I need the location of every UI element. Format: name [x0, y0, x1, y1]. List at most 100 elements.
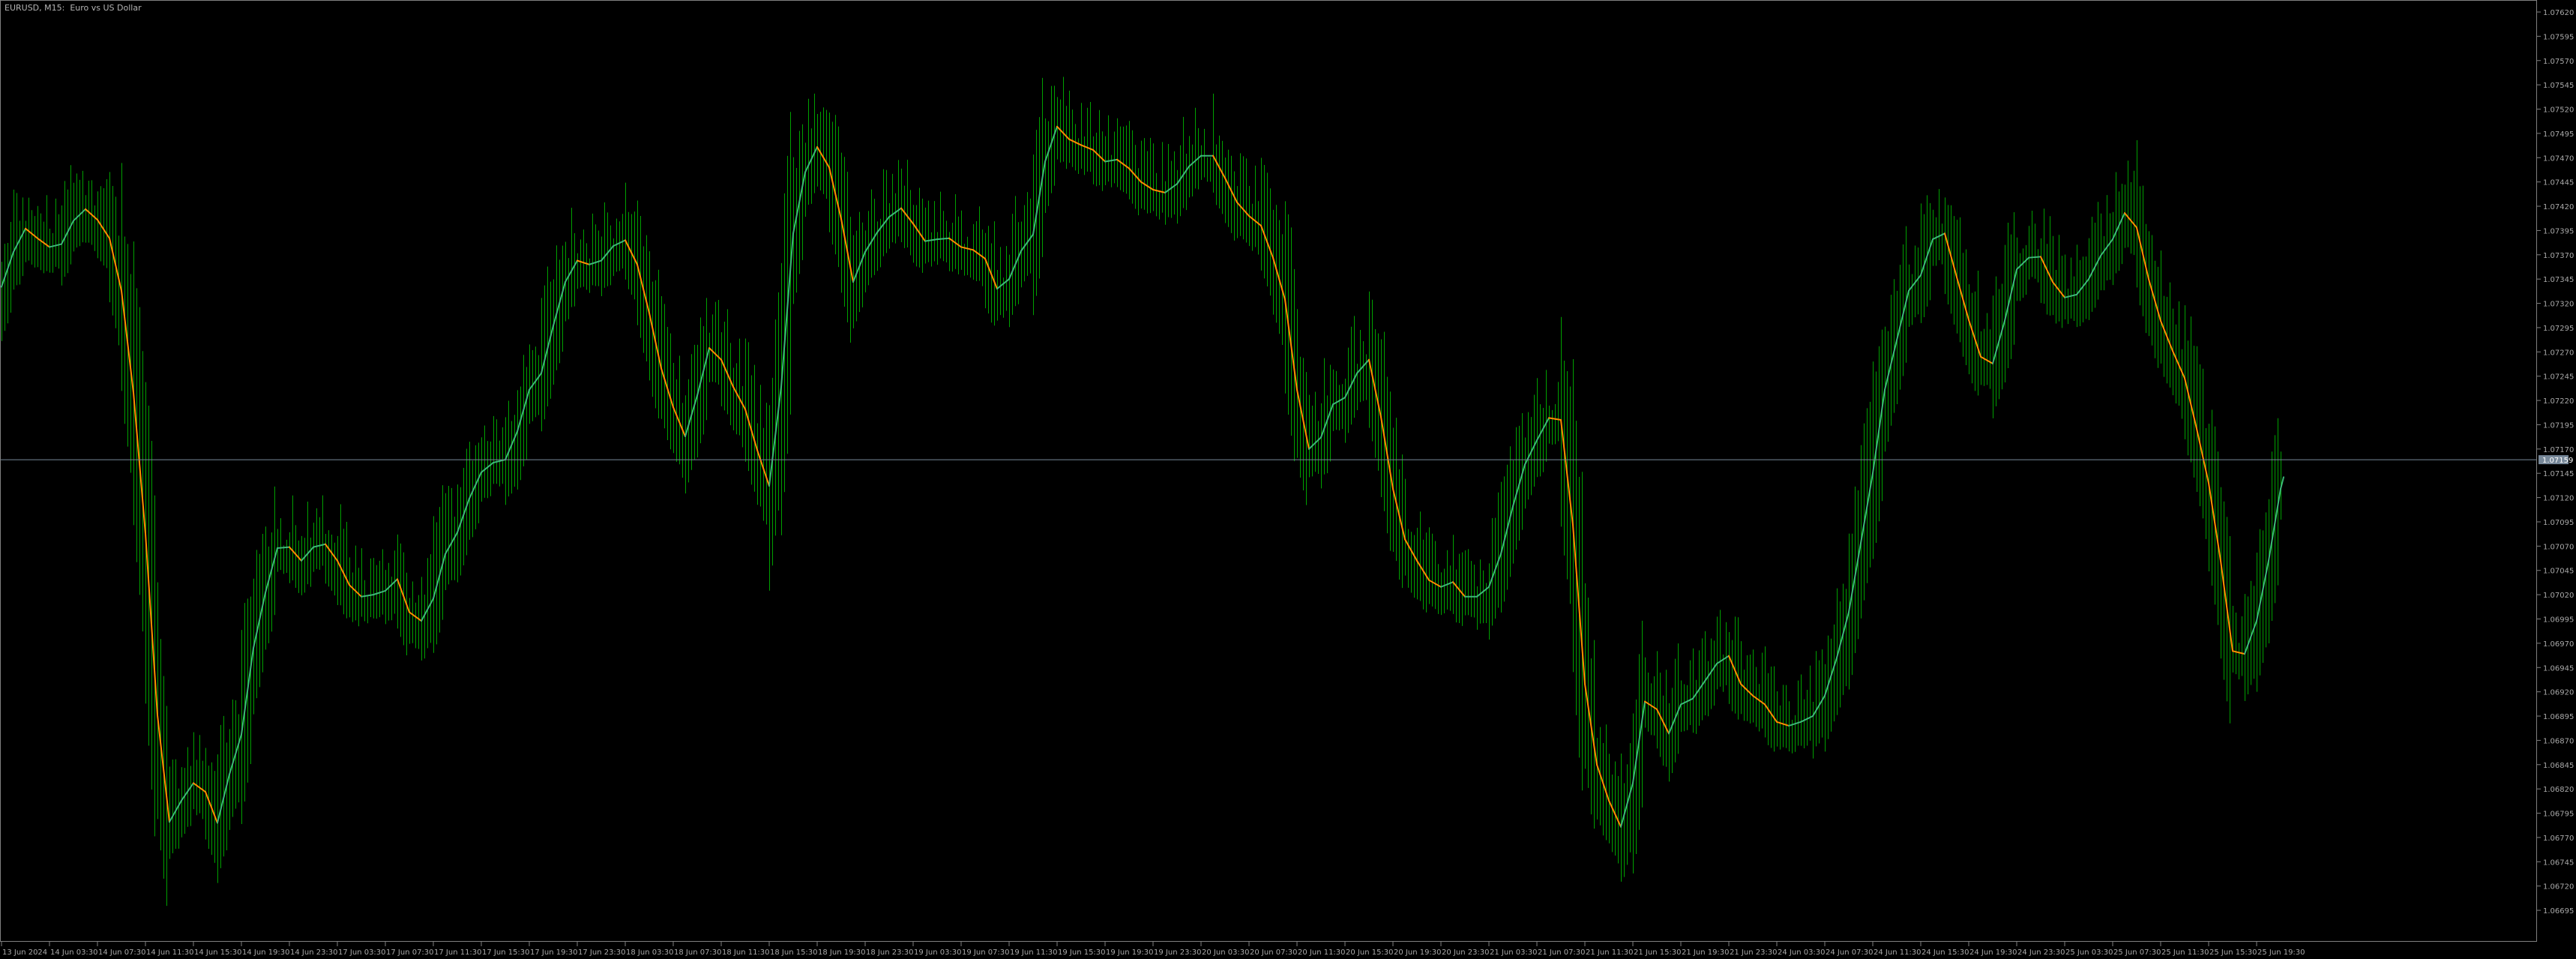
ma-segment-down: [732, 385, 746, 410]
ma-segment-up: [313, 543, 326, 548]
price-tick-label: 1.07295: [2543, 325, 2574, 333]
ma-segment-up: [792, 171, 806, 235]
ma-segment-up: [1008, 250, 1022, 280]
time-tick-label: 17 Jun 03:30: [338, 949, 386, 957]
ma-segment-down: [1212, 154, 1226, 179]
ma-segment-up: [1788, 721, 1802, 727]
price-tick-label: 1.07020: [2543, 592, 2574, 600]
ma-segment-down: [1740, 683, 1754, 697]
ma-segment-up: [1932, 232, 1945, 241]
ma-segment-down: [1080, 144, 1094, 151]
ma-segment-down: [1764, 703, 1778, 723]
time-tick-label: 17 Jun 07:30: [386, 949, 434, 957]
ma-segment-down: [193, 782, 206, 793]
price-tick-label: 1.07370: [2543, 252, 2574, 260]
time-tick-label: 24 Jun 15:30: [1922, 949, 1969, 957]
ma-segment-up: [1320, 403, 1334, 439]
ma-segment-up: [1704, 663, 1718, 682]
moving-average-line: [1, 125, 2284, 828]
time-tick-label: 25 Jun 19:30: [2257, 949, 2305, 957]
price-tick-label: 1.07145: [2543, 470, 2574, 478]
ma-segment-up: [541, 325, 554, 374]
ma-segment-up: [1536, 417, 1550, 442]
ma-segment-up: [1836, 611, 1850, 659]
ma-segment-down: [660, 367, 674, 409]
time-tick-label: 19 Jun 11:30: [1010, 949, 1058, 957]
ma-segment-down: [708, 347, 722, 361]
ma-segment-down: [2184, 377, 2197, 430]
time-tick-label: 14 Jun 11:30: [146, 949, 194, 957]
ma-segment-down: [2172, 350, 2185, 379]
time-tick-label: 13 Jun 2024: [2, 949, 47, 957]
ma-segment-down: [1152, 189, 1166, 193]
ma-segment-down: [960, 246, 974, 251]
ma-segment-up: [1992, 319, 2005, 364]
time-tick-label: 25 Jun 07:30: [2113, 949, 2161, 957]
time-tick-label: 21 Jun 07:30: [1538, 949, 1586, 957]
ma-segment-up: [1488, 553, 1502, 588]
time-tick-label: 21 Jun 19:30: [1682, 949, 1730, 957]
ma-segment-down: [157, 714, 170, 823]
ma-segment-down: [349, 584, 362, 598]
price-tick-label: 1.07420: [2543, 203, 2574, 211]
time-axis[interactable]: 13 Jun 2024 14 Jun 03:30 14 Jun 07:30 14 Ju…: [1, 942, 2305, 957]
ma-segment-down: [205, 791, 218, 824]
ma-segment-down: [1776, 721, 1790, 727]
price-tick-label: 1.07345: [2543, 276, 2574, 284]
ma-segment-up: [421, 598, 434, 622]
time-tick-label: 14 Jun 19:30: [242, 949, 290, 957]
ma-segment-down: [289, 546, 302, 562]
time-tick-label: 14 Jun 23:30: [290, 949, 338, 957]
ma-segment-up: [1812, 694, 1826, 718]
ma-segment-up: [1104, 158, 1118, 163]
ma-segment-down: [756, 449, 770, 487]
price-axis[interactable]: 1.07620 1.07595 1.07570 1.07545 1.07520 1.074…: [2537, 9, 2574, 916]
ma-segment-up: [481, 461, 494, 473]
price-tick-label: 1.07170: [2543, 446, 2574, 454]
ma-segment-up: [1176, 165, 1190, 185]
ma-segment-down: [1236, 201, 1250, 217]
ma-segment-down: [337, 559, 350, 586]
ma-segment-up: [2028, 256, 2041, 259]
ma-segment-up: [1824, 657, 1838, 697]
ma-segment-down: [816, 146, 830, 169]
time-tick-label: 21 Jun 15:30: [1634, 949, 1682, 957]
time-tick-label: 17 Jun 15:30: [482, 949, 530, 957]
time-tick-label: 18 Jun 07:30: [674, 949, 722, 957]
time-tick-label: 18 Jun 19:30: [818, 949, 866, 957]
ma-segment-up: [2064, 293, 2077, 298]
ma-segment-down: [2196, 427, 2209, 484]
ma-segment-down: [744, 408, 758, 451]
ma-segment-down: [1968, 319, 1981, 358]
ma-segment-down: [1116, 158, 1130, 169]
ma-segment-down: [109, 237, 122, 292]
time-tick-label: 18 Jun 23:30: [866, 949, 914, 957]
ma-segment-down: [85, 208, 98, 221]
ma-segment-down: [1092, 148, 1106, 163]
ma-segment-down: [2220, 559, 2233, 652]
ma-segment-up: [696, 347, 710, 397]
ma-segment-up: [517, 388, 530, 433]
ma-segment-up: [780, 232, 794, 388]
ma-segment-up: [1164, 183, 1178, 193]
ma-segment-up: [1692, 680, 1706, 700]
price-bars: [1, 76, 2281, 907]
ma-segment-down: [1428, 579, 1442, 588]
ma-segment-down: [1980, 355, 1993, 364]
ma-segment-down: [1572, 523, 1586, 685]
price-tick-label: 1.07270: [2543, 349, 2574, 357]
ma-segment-up: [2280, 476, 2284, 490]
price-tick-label: 1.06895: [2543, 713, 2574, 721]
ma-segment-down: [1068, 138, 1082, 146]
ma-segment-up: [1, 250, 14, 288]
ma-segment-up: [1896, 289, 1910, 341]
time-tick-label: 17 Jun 23:30: [578, 949, 626, 957]
ma-segment-down: [828, 166, 842, 220]
ma-segment-up: [181, 782, 194, 802]
price-tick-label: 1.07320: [2543, 301, 2574, 309]
ma-segment-up: [493, 459, 506, 463]
ma-segment-up: [253, 592, 266, 649]
price-tick-label: 1.06920: [2543, 689, 2574, 697]
price-tick-label: 1.07395: [2543, 227, 2574, 235]
